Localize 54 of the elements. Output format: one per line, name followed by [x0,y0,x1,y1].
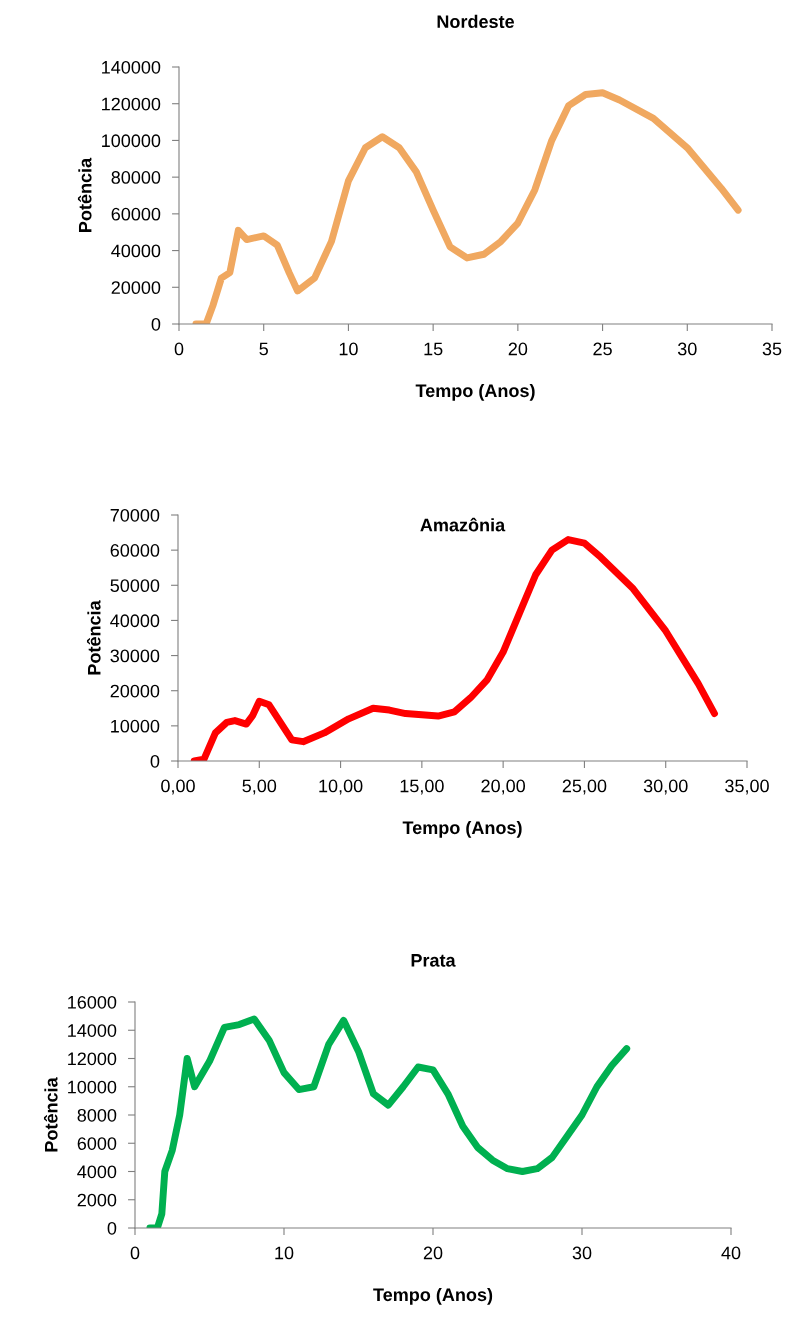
x-tick-label: 30,00 [643,779,688,795]
y-tick-label: 16000 [68,995,117,1009]
chart-title: Amazônia [420,517,506,532]
y-tick-label: 20000 [110,684,160,698]
x-tick-label: 20 [508,342,528,356]
y-tick-label: 6000 [77,1137,117,1150]
x-tick-label: 25,00 [562,779,607,795]
y-tick-label: 2000 [77,1193,117,1207]
x-axis-title: Tempo (Anos) [402,820,522,838]
y-tick-label: 8000 [77,1108,117,1122]
x-tick-label: 40 [721,1246,741,1260]
y-axis-title: Potência [86,600,101,675]
x-tick-label: 0 [174,342,184,356]
x-tick-label: 10,00 [319,779,363,795]
chart-title: Prata [411,954,456,967]
y-tick-label: 60000 [110,544,160,557]
x-tick-label: 35 [762,342,782,356]
y-tick-label: 12000 [68,1052,117,1066]
x-tick-label: 15 [424,342,443,356]
x-tick-label: 20,00 [481,779,526,795]
y-tick-label: 70000 [110,508,160,522]
x-axis-title: Tempo (Anos) [373,1287,493,1305]
y-tick-label: 40000 [110,614,160,628]
y-tick-label: 0 [151,317,161,331]
x-tick-label: 30 [572,1246,592,1260]
y-tick-label: 30000 [110,649,160,663]
x-tick-label: 30 [677,342,697,356]
y-tick-label: 14000 [68,1024,117,1037]
x-tick-label: 15,00 [400,779,444,795]
x-tick-label: 35,00 [725,779,769,795]
x-tick-label: 20 [423,1246,443,1260]
y-tick-label: 10000 [111,719,160,733]
x-tick-label: 25 [593,342,612,356]
y-tick-label: 80000 [111,171,161,184]
x-tick-label: 5 [259,342,268,356]
chart-title: Nordeste [437,14,515,28]
x-tick-label: 0,00 [161,779,195,795]
y-tick-label: 20000 [111,281,161,295]
y-tick-label: 100000 [102,134,161,148]
y-tick-label: 140000 [102,60,161,74]
y-tick-label: 0 [107,1221,117,1235]
y-axis-title: Potência [43,1077,58,1152]
y-tick-label: 10000 [68,1080,117,1094]
y-tick-label: 50000 [110,579,160,593]
y-tick-label: 60000 [111,207,161,221]
y-tick-label: 120000 [102,97,161,111]
x-axis-title: Tempo (Anos) [415,383,535,401]
x-tick-label: 10 [275,1246,294,1260]
x-tick-label: 5,00 [242,779,277,795]
y-tick-label: 4000 [77,1165,117,1179]
y-tick-label: 0 [150,754,160,768]
x-tick-label: 10 [339,342,358,356]
y-axis-title: Potência [77,157,92,232]
y-tick-label: 40000 [111,244,161,258]
